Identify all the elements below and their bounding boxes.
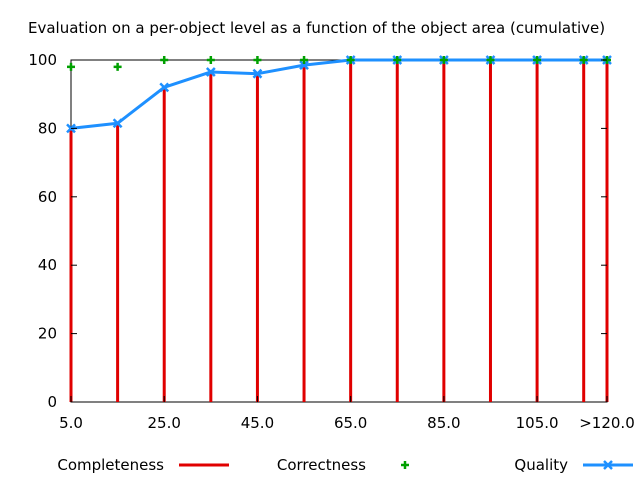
x-tick-label: 105.0 bbox=[516, 414, 559, 432]
correctness-point bbox=[579, 56, 588, 64]
correctness-point bbox=[533, 56, 542, 64]
quality-point bbox=[159, 82, 170, 93]
legend-label: Correctness bbox=[277, 456, 366, 474]
chart-title: Evaluation on a per-object level as a fu… bbox=[28, 19, 605, 37]
quality-series bbox=[66, 55, 612, 134]
legend-swatch bbox=[583, 460, 633, 470]
x-tick-label: 5.0 bbox=[59, 414, 83, 432]
y-tick-label: 60 bbox=[38, 188, 57, 206]
y-tick-label: 20 bbox=[38, 325, 57, 343]
x-tick-label: 65.0 bbox=[334, 414, 367, 432]
correctness-point bbox=[253, 56, 262, 64]
legend-item-quality: Quality bbox=[514, 456, 633, 474]
correctness-point bbox=[300, 56, 309, 64]
correctness-point bbox=[346, 56, 355, 64]
x-axis-ticks: 5.0 25.0 45.0 65.0 85.0 105.0 >120.0 bbox=[59, 396, 635, 432]
correctness-point bbox=[160, 56, 169, 64]
correctness-point bbox=[393, 56, 402, 64]
plot-border bbox=[70, 59, 608, 403]
x-tick-label: >120.0 bbox=[579, 414, 635, 432]
y-tick-label: 0 bbox=[47, 393, 57, 411]
y-tick-label: 80 bbox=[38, 119, 57, 137]
y-axis-ticks: 0 20 40 60 80 100 bbox=[28, 51, 607, 411]
y-tick-label: 100 bbox=[28, 51, 57, 69]
quality-point bbox=[252, 68, 263, 79]
legend-item-completeness: Completeness bbox=[57, 456, 229, 474]
x-tick-label: 25.0 bbox=[148, 414, 181, 432]
legend: Completeness Correctness Quality bbox=[57, 456, 633, 474]
quality-point bbox=[112, 118, 123, 129]
legend-label: Quality bbox=[514, 456, 568, 474]
legend-item-correctness: Correctness bbox=[277, 456, 409, 474]
correctness-point bbox=[439, 56, 448, 64]
correctness-point bbox=[67, 62, 75, 71]
quality-point bbox=[299, 60, 309, 71]
legend-swatch bbox=[401, 461, 409, 469]
plot-frame bbox=[70, 59, 608, 403]
x-tick-label: 85.0 bbox=[427, 414, 460, 432]
quality-line bbox=[70, 58, 607, 130]
correctness-point bbox=[206, 56, 215, 64]
y-tick-label: 40 bbox=[38, 256, 57, 274]
x-tick-label: 45.0 bbox=[241, 414, 274, 432]
correctness-point bbox=[486, 56, 495, 64]
quality-point bbox=[205, 67, 216, 77]
legend-label: Completeness bbox=[57, 456, 164, 474]
correctness-point bbox=[113, 62, 122, 71]
completeness-impulses bbox=[69, 60, 609, 402]
correctness-series bbox=[67, 56, 611, 71]
